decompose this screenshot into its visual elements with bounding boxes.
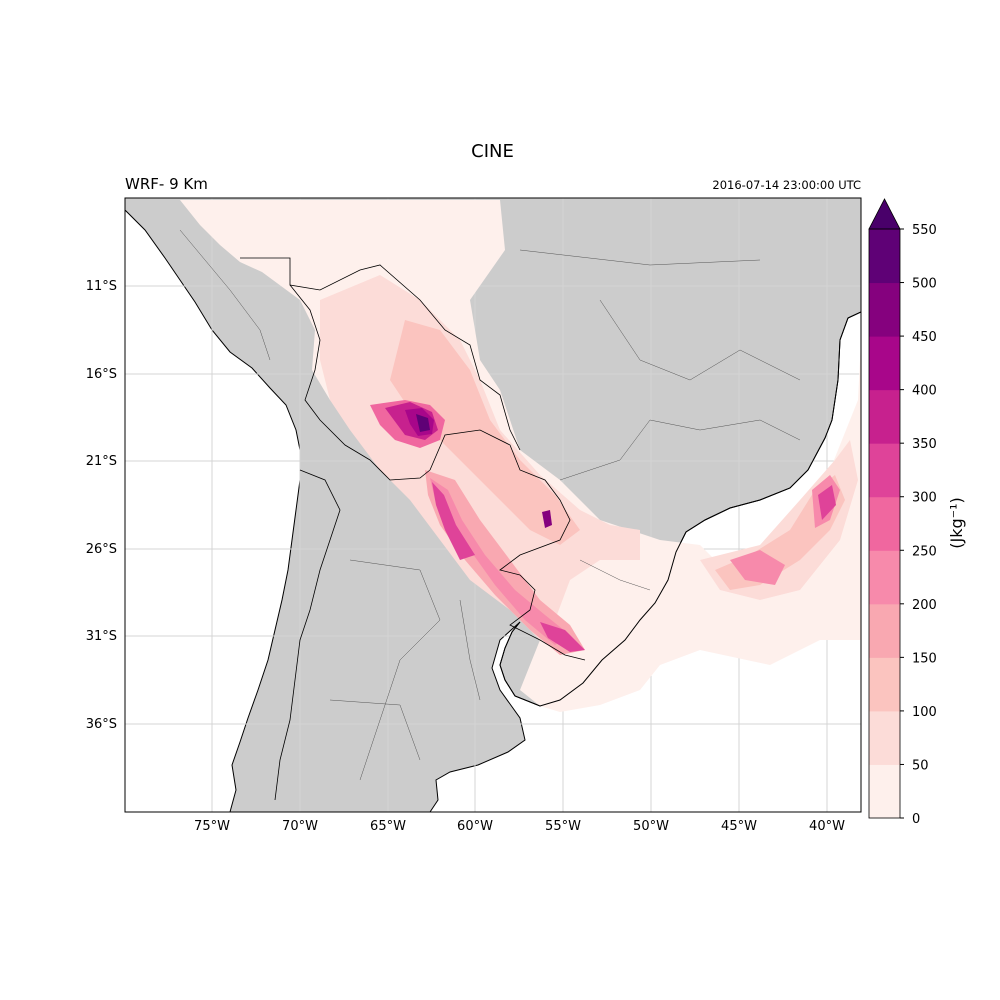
lon-tick-label: 40°W <box>809 819 845 834</box>
colorbar-bin <box>869 336 900 391</box>
colorbar-bin <box>869 710 900 765</box>
colorbar-tick-label: 200 <box>912 598 937 613</box>
colorbar-tick-label: 100 <box>912 705 937 720</box>
colorbar-tick-label: 50 <box>912 758 929 773</box>
lon-tick-label: 65°W <box>370 819 406 834</box>
lon-tick-label: 55°W <box>545 819 581 834</box>
colorbar-frame <box>868 228 901 819</box>
coastline <box>499 311 861 707</box>
colorbar-tick-label: 400 <box>912 384 937 399</box>
lat-tick-label: 21°S <box>86 454 117 469</box>
model-label: WRF- 9 Km <box>125 175 208 193</box>
country-borders <box>240 257 586 801</box>
lon-tick-label: 75°W <box>194 819 230 834</box>
colorbar-bin <box>869 496 900 551</box>
lon-axis: 75°W 70°W 65°W 60°W 55°W 50°W 45°W 40°W <box>194 819 845 834</box>
lat-tick-label: 36°S <box>86 717 117 732</box>
valid-time-label: 2016-07-14 23:00:00 UTC <box>712 178 861 192</box>
lon-tick-label: 45°W <box>721 819 757 834</box>
colorbar-tick-label: 300 <box>912 491 937 506</box>
lat-tick-label: 16°S <box>86 367 117 382</box>
colorbar-tick-label: 250 <box>912 544 937 559</box>
colorbar-bin <box>869 282 900 337</box>
colorbar-extend-arrow <box>868 198 901 230</box>
colorbar-bin <box>869 603 900 658</box>
lat-tick-label: 31°S <box>86 629 117 644</box>
colorbar-tick-label: 350 <box>912 437 937 452</box>
colorbar-tick-label: 0 <box>912 812 920 827</box>
lat-axis: 11°S 16°S 21°S 26°S 31°S 36°S <box>86 279 117 732</box>
colorbar-bin <box>869 657 900 712</box>
colorbar-tick-label: 550 <box>912 223 937 238</box>
cine-field <box>180 200 861 712</box>
colorbar: 0 50 100 150 200 250 300 350 400 450 500 550 <box>868 198 937 827</box>
lat-tick-label: 11°S <box>86 279 117 294</box>
state-borders <box>179 229 801 781</box>
colorbar-bin <box>869 229 900 284</box>
colorbar-bin <box>869 389 900 444</box>
map-frame <box>124 197 862 813</box>
colorbar-tick-label: 500 <box>912 277 937 292</box>
colorbar-label: (Jkg⁻¹) <box>947 497 966 548</box>
lat-tick-label: 26°S <box>86 542 117 557</box>
colorbar-tick-label: 150 <box>912 651 937 666</box>
colorbar-bin <box>869 550 900 605</box>
lon-tick-label: 50°W <box>633 819 669 834</box>
colorbar-bin <box>869 443 900 498</box>
figure-title: CINE <box>471 141 514 162</box>
lon-tick-label: 60°W <box>457 819 493 834</box>
colorbar-tick-label: 450 <box>912 330 937 345</box>
lon-tick-label: 70°W <box>282 819 318 834</box>
map-area <box>125 198 861 812</box>
colorbar-bin <box>869 764 900 819</box>
